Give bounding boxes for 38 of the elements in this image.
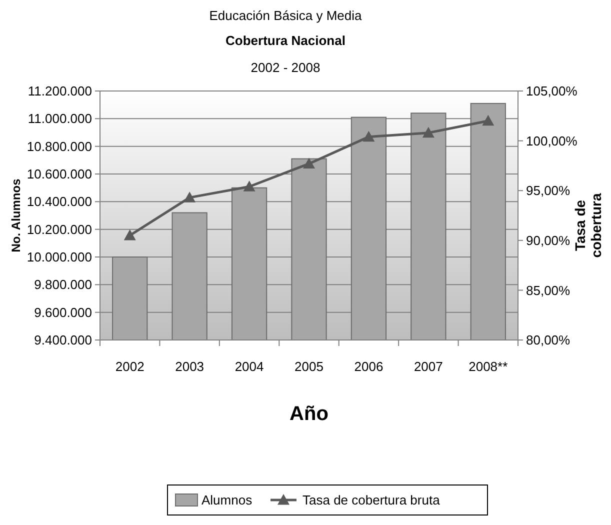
point <box>303 158 315 169</box>
point <box>243 180 256 192</box>
point <box>422 126 434 138</box>
y-tick-label: 9.600.000 <box>34 304 92 320</box>
y-tick-label: 11.200.000 <box>28 84 92 99</box>
y-tick-label: 10.400.000 <box>26 194 92 210</box>
chart-subtitle: Cobertura Nacional <box>226 33 346 48</box>
y-tick-label: 9.400.000 <box>34 332 92 348</box>
x-tick-label: 2002 <box>115 359 144 374</box>
x-tick-label: 2005 <box>294 359 324 374</box>
chart-title: Educación Básica y Media <box>209 8 362 23</box>
y-tick-label: 10.600.000 <box>26 166 92 182</box>
legend-label: Tasa de cobertura bruta <box>302 492 441 508</box>
x-axis-title: Año <box>290 403 328 425</box>
y-tick-label: 10.800.000 <box>26 138 92 154</box>
point <box>184 192 196 202</box>
legend-label: Alumnos <box>202 492 253 508</box>
x-tick-label: 2004 <box>234 359 264 374</box>
y2-tick-label: 95,00% <box>526 183 571 198</box>
y2-tick-label: 80,00% <box>526 332 571 348</box>
x-tick-label: 2008** <box>468 359 508 374</box>
y2-tick-label: 105,00% <box>526 84 578 99</box>
x-tick-label: 2003 <box>175 359 204 374</box>
y-axis-title: No. Alumnos <box>9 178 23 252</box>
point <box>482 114 494 126</box>
y2-tick-label: 85,00% <box>526 282 571 298</box>
x-tick-label: 2006 <box>354 359 384 374</box>
point <box>124 229 136 240</box>
y2-axis-title: Tasa de cobertura <box>572 193 604 258</box>
y2-tick-label: 100,00% <box>526 133 578 148</box>
point <box>362 130 375 142</box>
y-tick-label: 10.000.000 <box>26 250 92 265</box>
y-tick-label: 9.800.000 <box>34 277 92 292</box>
y-tick-label: 11.000.000 <box>28 111 92 126</box>
x-tick-label: 2007 <box>414 359 443 374</box>
y2-tick-label: 90,00% <box>526 232 571 248</box>
text: 2002 - 2008 <box>250 60 320 75</box>
y-tick-label: 10.200.000 <box>26 222 92 237</box>
